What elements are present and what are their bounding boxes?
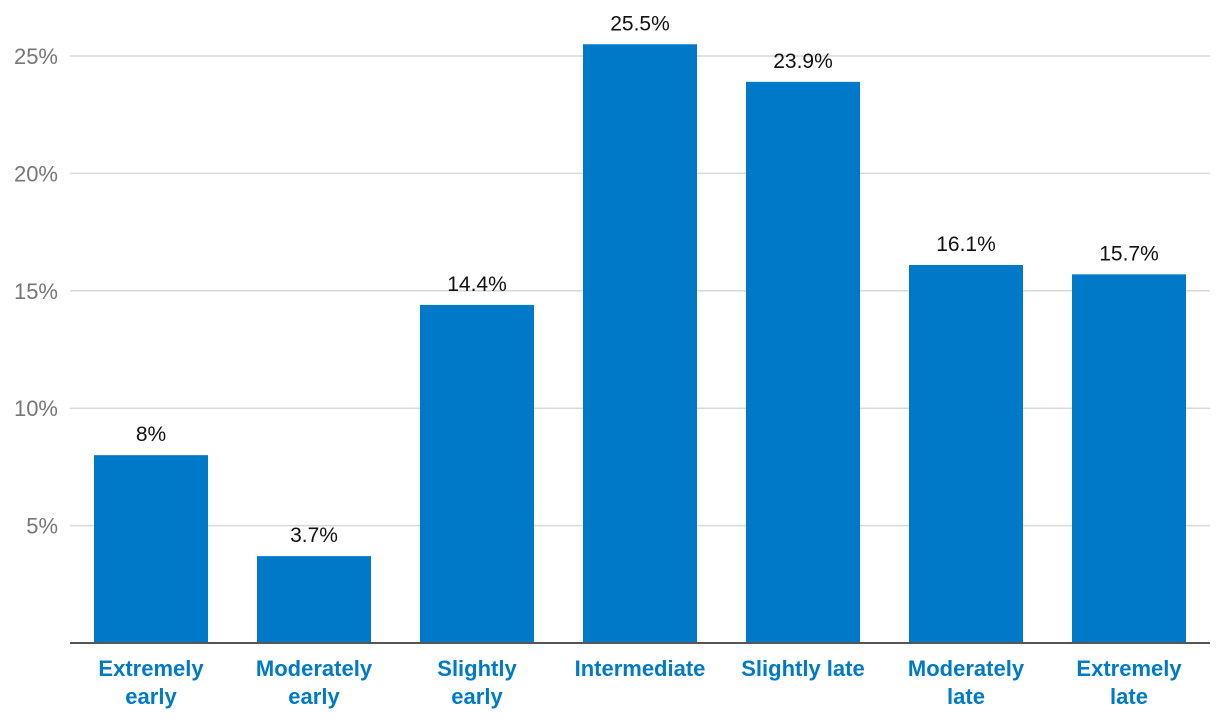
bar — [909, 264, 1023, 643]
data-label: 25.5% — [610, 12, 670, 35]
x-tick-label: Extremely early — [98, 656, 204, 709]
y-tick-label: 10% — [14, 396, 58, 421]
data-label: 16.1% — [936, 233, 996, 256]
bar — [257, 556, 371, 643]
y-axis-ticks: 5% 10% 15% 20% 25% — [14, 44, 58, 539]
data-label: 14.4% — [447, 273, 507, 296]
bar — [583, 44, 697, 643]
bars — [94, 44, 1186, 643]
x-tick-label: Slightly early — [437, 656, 517, 709]
data-label: 8% — [136, 423, 166, 446]
data-label: 3.7% — [290, 524, 338, 547]
y-tick-label: 25% — [14, 44, 58, 69]
bar — [1072, 274, 1186, 643]
bar — [94, 455, 208, 643]
data-label: 23.9% — [773, 50, 833, 73]
x-tick-label: Moderately late — [908, 656, 1025, 709]
x-tick-label: Intermediate — [575, 656, 706, 681]
bar — [420, 304, 534, 643]
data-label: 15.7% — [1099, 242, 1159, 265]
y-tick-label: 15% — [14, 279, 58, 304]
x-tick-label: Moderately early — [256, 656, 373, 709]
bar — [746, 81, 860, 643]
y-tick-label: 20% — [14, 161, 58, 186]
x-tick-label: Extremely late — [1076, 656, 1182, 709]
data-labels: 8% 3.7% 14.4% 25.5% 23.9% 16.1% 15.7% — [136, 12, 1159, 547]
x-axis-labels: Extremely early Moderately early Slightly ear… — [98, 656, 1182, 709]
y-tick-label: 5% — [26, 514, 58, 539]
x-tick-label: Slightly late — [741, 656, 864, 681]
